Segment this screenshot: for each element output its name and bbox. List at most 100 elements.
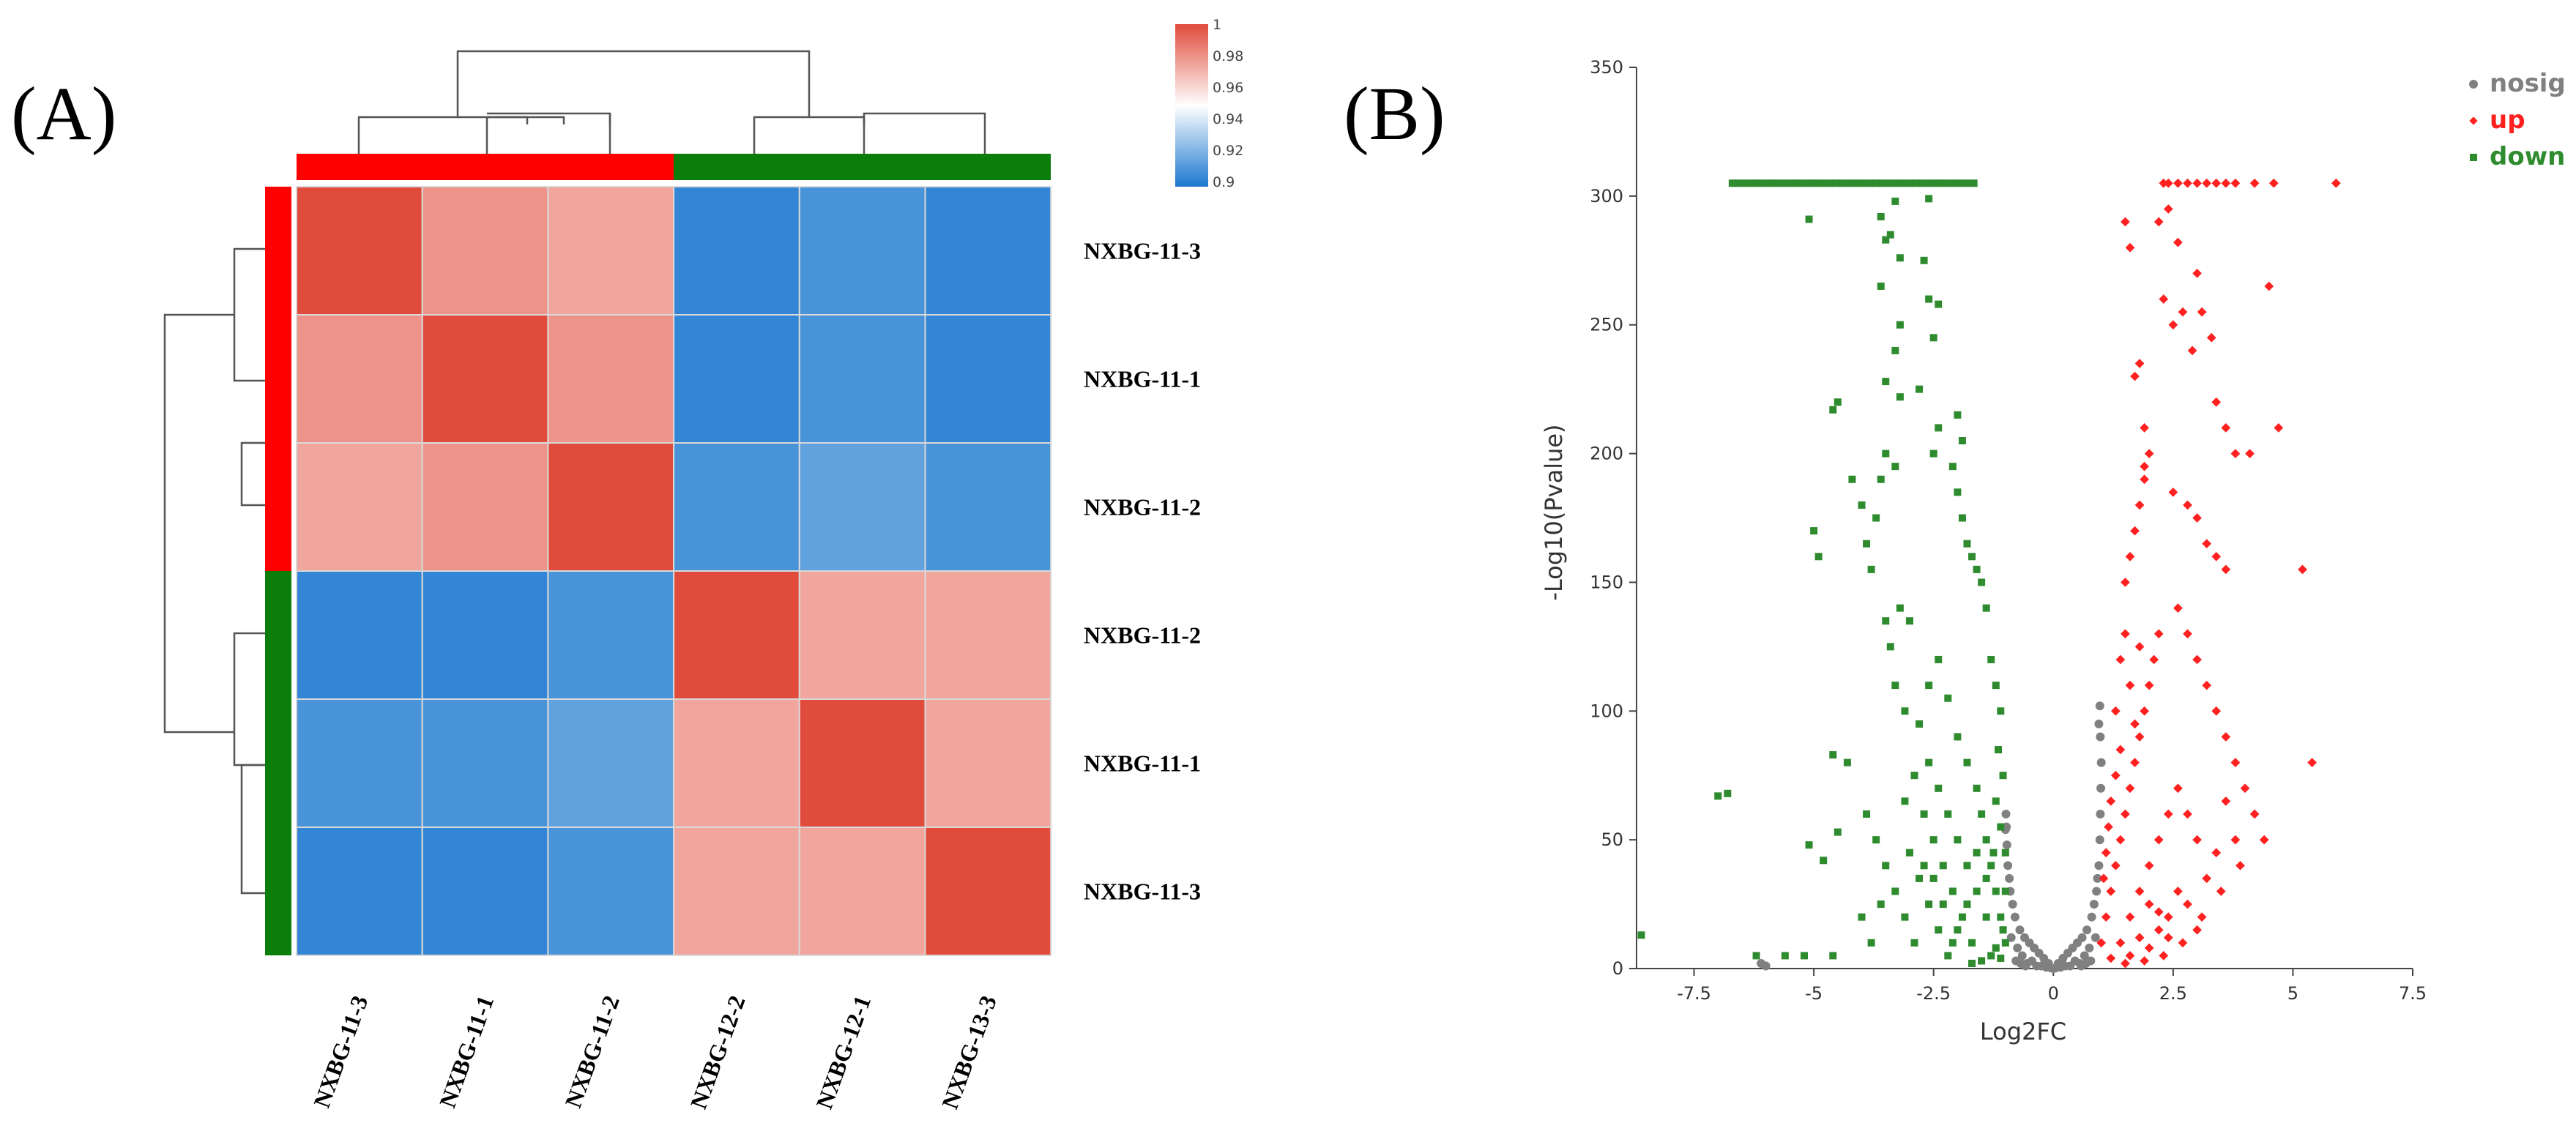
- down-point: [1929, 874, 1937, 882]
- heatmap-cell: [421, 186, 549, 316]
- down-point: [1997, 913, 2005, 921]
- up-point: [2183, 500, 2192, 510]
- up-point: [2130, 526, 2140, 536]
- up-point: [2134, 500, 2145, 510]
- nosig-point: [2015, 925, 2025, 935]
- up-point: [2230, 449, 2241, 458]
- heatmap-cell: [798, 186, 926, 316]
- heatmap-cell: [798, 827, 926, 956]
- up-point: [2264, 281, 2274, 291]
- down-point: [1992, 682, 2000, 690]
- down-point: [1866, 179, 1875, 187]
- legend-label: nosig: [2490, 69, 2566, 98]
- up-point: [2197, 912, 2207, 922]
- legend-marker-up: [2469, 116, 2478, 125]
- up-point: [2101, 848, 2111, 858]
- down-point: [1939, 862, 1947, 870]
- down-point: [1891, 887, 1899, 895]
- down-point: [1882, 450, 1890, 458]
- down-point: [1803, 179, 1811, 187]
- heatmap-cell: [421, 314, 549, 444]
- colorbar-tick-label: 0.94: [1213, 111, 1243, 127]
- down-point: [1910, 772, 1918, 780]
- down-point: [1905, 848, 1913, 857]
- down-point: [1999, 772, 2007, 780]
- heatmap-col-labels: NXBG-11-3 NXBG-11-1 NXBG-11-2 NXBG-12-2 NXBG…: [308, 992, 1002, 1112]
- down-point: [1907, 179, 1915, 187]
- heatmap-cell: [296, 442, 423, 572]
- up-point: [2163, 178, 2173, 188]
- down-point: [1878, 179, 1886, 187]
- down-point: [1935, 179, 1943, 187]
- up-point: [2173, 783, 2183, 794]
- up-point: [2154, 835, 2164, 845]
- heatmap-cell: [924, 186, 1052, 316]
- heatmap-cell: [547, 186, 675, 316]
- down-point: [1855, 179, 1863, 187]
- heatmap-cell: [798, 570, 926, 700]
- up-point: [2154, 925, 2164, 935]
- down-point: [1886, 231, 1894, 239]
- down-point: [2001, 887, 2009, 895]
- up-point: [2202, 680, 2212, 690]
- up-point: [2206, 332, 2216, 343]
- y-tick-label: 100: [1590, 701, 1623, 721]
- down-point: [1982, 836, 1990, 844]
- nosig-point: [2096, 809, 2105, 818]
- heatmap-cell: [296, 314, 423, 444]
- down-point: [1910, 939, 1918, 947]
- up-point: [2104, 822, 2113, 832]
- down-point: [1924, 179, 1932, 187]
- down-point: [1895, 179, 1903, 187]
- up-point: [2140, 706, 2149, 716]
- up-point: [2221, 564, 2231, 575]
- down-point: [1877, 900, 1885, 909]
- up-point: [2192, 835, 2202, 845]
- down-point: [1834, 398, 1842, 406]
- down-point: [1863, 540, 1871, 548]
- down-point: [1728, 179, 1736, 187]
- up-point: [2307, 758, 2317, 767]
- down-point: [1925, 758, 1933, 766]
- down-point: [1948, 463, 1957, 471]
- down-point: [1882, 617, 1890, 625]
- down-point: [1995, 746, 2003, 754]
- up-point: [2183, 809, 2192, 819]
- up-point: [2192, 269, 2202, 278]
- down-point: [1958, 179, 1966, 187]
- down-point: [1872, 836, 1880, 844]
- heatmap-cell: [547, 827, 675, 956]
- down-point: [1925, 900, 1933, 909]
- down-point: [1999, 926, 2007, 934]
- up-point: [2115, 835, 2126, 845]
- down-point: [1925, 195, 1933, 203]
- heatmap-col-label: NXBG-12-2: [685, 992, 750, 1112]
- down-point: [1872, 514, 1880, 522]
- up-point: [2249, 178, 2260, 188]
- colorbar: [1175, 24, 1208, 187]
- down-point: [1891, 463, 1899, 471]
- down-point: [2001, 939, 2009, 947]
- down-point: [1826, 179, 1834, 187]
- down-point: [1877, 212, 1885, 220]
- y-tick-label: 0: [1612, 958, 1623, 979]
- down-point: [1814, 179, 1823, 187]
- nosig-point: [2013, 943, 2022, 952]
- down-point: [1978, 957, 1986, 965]
- up-point: [2249, 809, 2260, 819]
- heatmap-col-label: NXBG-11-2: [559, 992, 625, 1111]
- up-point: [2259, 835, 2269, 845]
- heatmap-cell: [547, 314, 675, 444]
- heatmap-cells: [296, 186, 1052, 956]
- nosig-point: [2082, 925, 2092, 935]
- down-point: [1997, 707, 2005, 715]
- up-point: [2121, 629, 2130, 639]
- heatmap-col-label: NXBG-11-3: [308, 992, 373, 1111]
- up-point: [2121, 578, 2130, 587]
- x-axis-title: Log2FC: [1980, 1018, 2066, 1045]
- x-tick-label: 5: [2287, 983, 2298, 1004]
- down-point: [1954, 836, 1962, 844]
- down-point: [1954, 411, 1962, 419]
- nosig-point: [2017, 951, 2027, 960]
- down-point: [1901, 797, 1909, 805]
